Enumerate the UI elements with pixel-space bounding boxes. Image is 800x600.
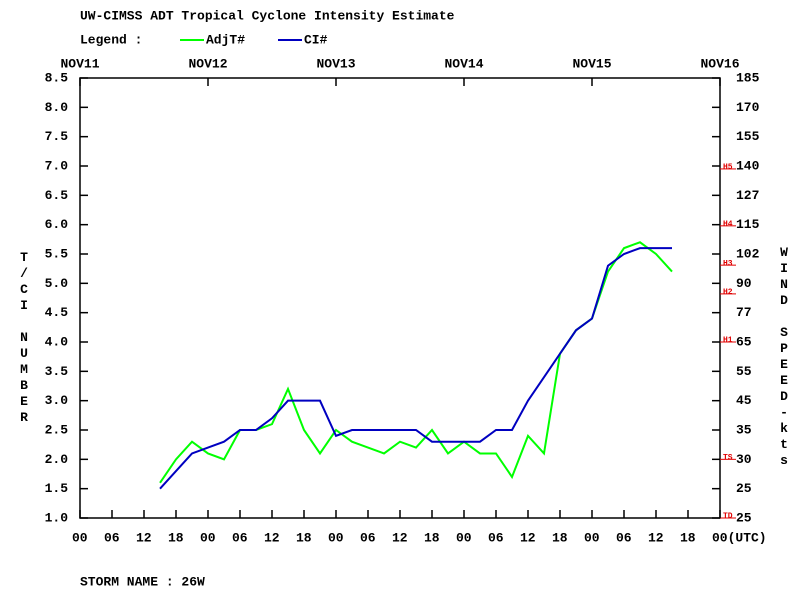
- day-label: NOV12: [188, 56, 227, 71]
- y-tick-label: 3.0: [45, 393, 69, 408]
- x-tick-label: 12: [648, 530, 664, 545]
- y2-tick-label: 25: [736, 481, 752, 496]
- x-tick-label: 00: [456, 530, 472, 545]
- y2-tick-label: 102: [736, 246, 760, 261]
- y-tick-label: 6.0: [45, 217, 69, 232]
- x-tick-label: 06: [104, 530, 120, 545]
- y-tick-label: 4.5: [45, 305, 69, 320]
- x-tick-label: 18: [168, 530, 184, 545]
- category-label: TS: [723, 453, 733, 462]
- y2-tick-label: 77: [736, 305, 752, 320]
- x-tick-label: 00: [584, 530, 600, 545]
- y-tick-label: 2.5: [45, 422, 69, 437]
- x-tick-label: 00(UTC): [712, 530, 767, 545]
- y-tick-label: 7.5: [45, 129, 69, 144]
- category-label: H5: [723, 163, 733, 172]
- category-label: H2: [723, 288, 733, 297]
- y2-tick-label: 170: [736, 100, 760, 115]
- x-tick-label: 18: [296, 530, 312, 545]
- x-tick-label: 12: [136, 530, 152, 545]
- day-label: NOV16: [700, 56, 739, 71]
- y-tick-label: 5.0: [45, 276, 69, 291]
- legend-entry: CI#: [304, 32, 328, 47]
- series-line: [159, 241, 673, 484]
- x-tick-label: 18: [424, 530, 440, 545]
- x-tick-label: 18: [552, 530, 568, 545]
- category-label: H3: [723, 259, 733, 268]
- chart-title: UW-CIMSS ADT Tropical Cyclone Intensity …: [80, 8, 455, 23]
- y-tick-label: 1.0: [45, 510, 69, 525]
- x-tick-label: 06: [232, 530, 248, 545]
- series-line: [159, 247, 672, 490]
- y-tick-label: 3.5: [45, 364, 69, 379]
- y2-tick-label: 45: [736, 393, 752, 408]
- category-label: TD: [723, 512, 733, 521]
- category-label: H4: [723, 220, 733, 229]
- plot-frame: [79, 77, 721, 519]
- y2-axis-label: WIND SPEED-kts: [777, 245, 792, 469]
- day-label: NOV15: [572, 56, 611, 71]
- y2-tick-label: 55: [736, 364, 752, 379]
- x-tick-label: 12: [264, 530, 280, 545]
- footer: STORM NAME : 26W: [80, 574, 205, 589]
- day-label: NOV13: [316, 56, 355, 71]
- day-label: NOV14: [444, 56, 483, 71]
- y-tick-label: 6.5: [45, 188, 69, 203]
- y-tick-label: 4.0: [45, 334, 69, 349]
- day-label: NOV11: [60, 56, 99, 71]
- x-tick-label: 06: [360, 530, 376, 545]
- y-tick-label: 8.0: [45, 100, 69, 115]
- y2-tick-label: 25: [736, 510, 752, 525]
- x-tick-label: 18: [680, 530, 696, 545]
- x-tick-label: 12: [520, 530, 536, 545]
- y2-tick-label: 140: [736, 158, 760, 173]
- y-axis-label: T/CI NUMBER: [17, 250, 32, 426]
- x-tick-label: 12: [392, 530, 408, 545]
- legend-label: Legend :: [80, 32, 142, 47]
- y2-tick-label: 115: [736, 217, 760, 232]
- y-tick-label: 7.0: [45, 158, 69, 173]
- x-tick-label: 06: [616, 530, 632, 545]
- category-label: H1: [723, 336, 733, 345]
- y2-tick-label: 90: [736, 276, 752, 291]
- y2-tick-label: 35: [736, 422, 752, 437]
- x-tick-label: 06: [488, 530, 504, 545]
- y2-tick-label: 155: [736, 129, 760, 144]
- y2-tick-label: 127: [736, 188, 759, 203]
- y2-tick-label: 30: [736, 452, 752, 467]
- x-tick-label: 00: [328, 530, 344, 545]
- legend-entry: AdjT#: [206, 32, 245, 47]
- y-tick-label: 1.5: [45, 481, 69, 496]
- y-tick-label: 2.0: [45, 452, 69, 467]
- y-tick-label: 5.5: [45, 246, 69, 261]
- y2-tick-label: 185: [736, 70, 760, 85]
- y-tick-label: 8.5: [45, 70, 69, 85]
- y2-tick-label: 65: [736, 334, 752, 349]
- x-tick-label: 00: [200, 530, 216, 545]
- x-tick-label: 00: [72, 530, 88, 545]
